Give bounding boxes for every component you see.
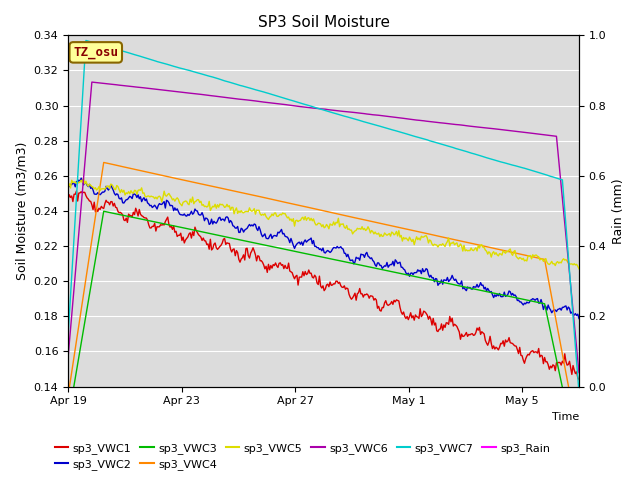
Y-axis label: Rain (mm): Rain (mm) — [612, 178, 625, 244]
Legend: sp3_VWC1, sp3_VWC2, sp3_VWC3, sp3_VWC4, sp3_VWC5, sp3_VWC6, sp3_VWC7, sp3_Rain: sp3_VWC1, sp3_VWC2, sp3_VWC3, sp3_VWC4, … — [51, 438, 554, 474]
Y-axis label: Soil Moisture (m3/m3): Soil Moisture (m3/m3) — [15, 142, 28, 280]
X-axis label: Time: Time — [552, 412, 579, 422]
Text: TZ_osu: TZ_osu — [73, 46, 118, 59]
Title: SP3 Soil Moisture: SP3 Soil Moisture — [257, 15, 390, 30]
